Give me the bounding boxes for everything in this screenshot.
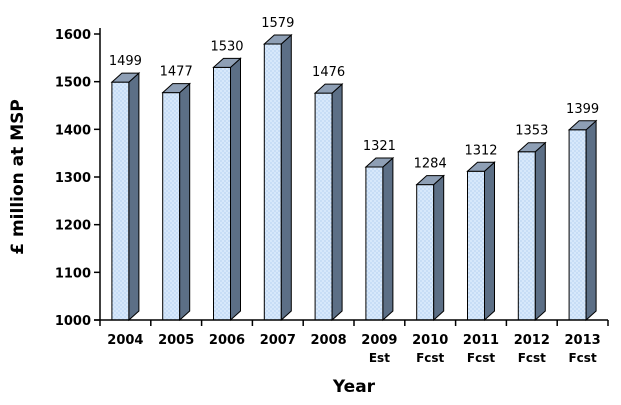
y-tick-label: 1400 <box>55 123 91 138</box>
bar-side-face <box>331 82 343 322</box>
bar-value-label: 1477 <box>160 65 193 80</box>
bar-side-face <box>484 161 495 322</box>
x-category-sublabel: Fcst <box>467 351 495 365</box>
bar-front-face <box>365 166 384 321</box>
bar-top-face <box>415 175 446 186</box>
x-category-label: 2013 <box>565 333 601 348</box>
y-tick-label: 1200 <box>55 219 91 234</box>
bar-side-face <box>179 82 191 322</box>
x-category-sublabel: Est <box>369 351 390 365</box>
x-category-label: 2007 <box>260 333 296 348</box>
bar <box>161 82 192 322</box>
bar-value-label: 1476 <box>312 65 345 80</box>
bar-top-face <box>161 83 192 94</box>
bar <box>415 174 446 322</box>
bar-top-face <box>313 83 344 94</box>
bar <box>313 82 344 322</box>
x-category-label: 2012 <box>514 333 550 348</box>
bar-side-face <box>128 72 140 322</box>
y-ticks: 1000 1100 1200 1300 1400 1500 1600 <box>55 28 100 329</box>
x-category-sublabel: Fcst <box>416 351 444 365</box>
bar-top-face <box>567 120 598 131</box>
y-tick-label: 1300 <box>55 171 91 186</box>
bar-side-face <box>534 141 546 322</box>
data-labels: 1499 1477 1530 1579 1476 1321 1284 1312 1353 1399 <box>109 16 599 172</box>
bar-side-face <box>433 174 445 322</box>
y-tick-label: 1100 <box>55 266 91 281</box>
bar-top-face <box>516 142 547 153</box>
bar <box>466 161 496 322</box>
x-axis-title: Year <box>332 377 376 397</box>
bar-value-label: 1499 <box>109 54 142 69</box>
bar <box>567 119 598 322</box>
y-tick-label: 1600 <box>55 28 91 43</box>
x-category-label: 2005 <box>158 333 194 348</box>
bars-layer <box>110 33 598 322</box>
bar-front-face <box>517 151 536 321</box>
bar-top-face <box>466 161 496 172</box>
bar-front-face <box>213 66 231 321</box>
bar-top-face <box>262 34 293 45</box>
y-tick-label: 1000 <box>55 314 91 329</box>
axes-layer <box>94 28 608 321</box>
bar-value-label: 1353 <box>515 124 548 139</box>
bar-value-label: 1530 <box>210 39 243 54</box>
bar-front-face <box>111 81 130 321</box>
bar-value-label: 1399 <box>566 102 599 117</box>
bar-top-face <box>364 157 395 168</box>
bar <box>212 57 242 322</box>
bar-side-face <box>230 57 241 322</box>
y-tick-label: 1500 <box>55 76 91 91</box>
bar-front-face <box>416 184 435 321</box>
bar-value-label: 1579 <box>261 16 294 31</box>
bar <box>516 141 547 322</box>
x-category-label: 2008 <box>311 333 347 348</box>
bar <box>110 72 141 322</box>
x-category-label: 2010 <box>412 333 448 348</box>
bar-value-label: 1321 <box>363 139 396 154</box>
x-ticks: 2004 2005 2006 2007 2008 2009 Est 2010 Fcst 2011 F… <box>99 320 609 365</box>
bar-front-face <box>162 92 181 321</box>
bar-top-face <box>212 57 242 68</box>
bar-side-face <box>280 33 292 322</box>
x-category-label: 2004 <box>107 333 143 348</box>
x-category-label: 2009 <box>361 333 397 348</box>
bar-value-label: 1312 <box>464 143 497 158</box>
bar-front-face <box>568 129 587 321</box>
bar-front-face <box>314 92 333 321</box>
x-category-label: 2011 <box>463 333 499 348</box>
bar-front-face <box>263 43 282 321</box>
bar <box>262 33 293 322</box>
bar-top-face <box>110 72 141 83</box>
bar <box>364 156 395 322</box>
bar-front-face <box>467 170 485 321</box>
y-axis-title: £ million at MSP <box>8 99 28 255</box>
bar-side-face <box>585 119 597 322</box>
x-category-sublabel: Fcst <box>568 351 596 365</box>
x-category-label: 2006 <box>209 333 245 348</box>
x-category-sublabel: Fcst <box>518 351 546 365</box>
bar-side-face <box>382 156 394 322</box>
bar-value-label: 1284 <box>414 157 447 172</box>
